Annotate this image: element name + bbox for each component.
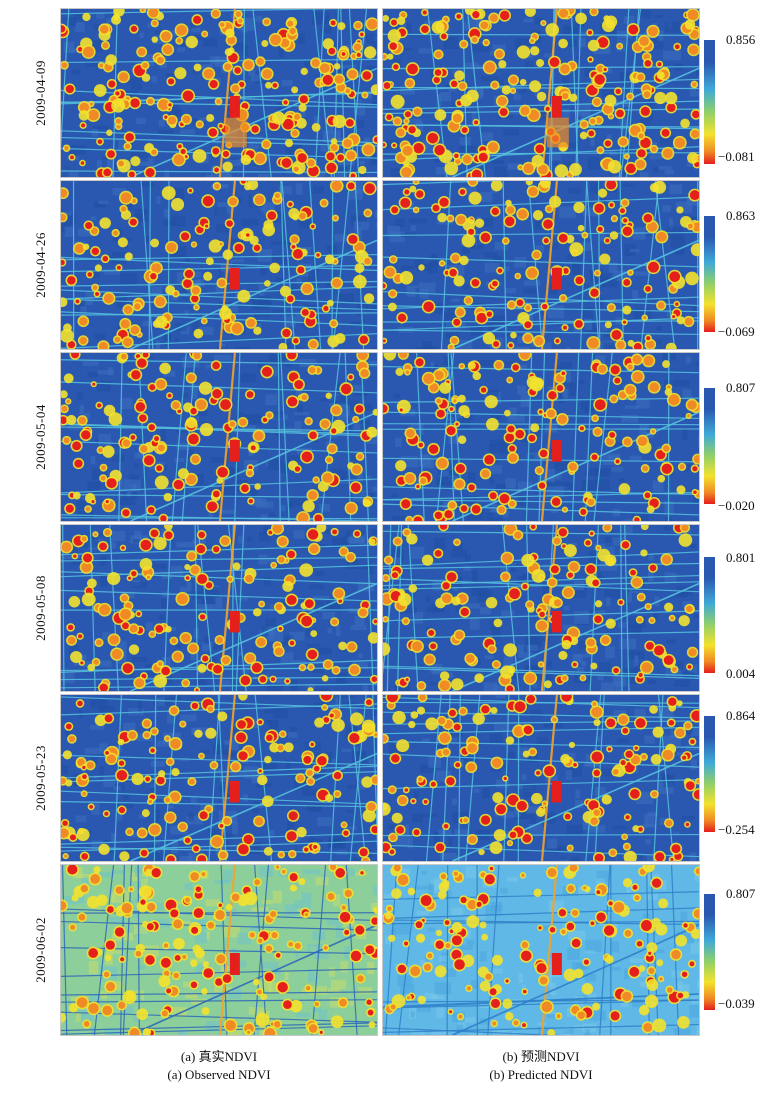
observed-caption: (a) 真实NDVI (a) Observed NDVI — [60, 1048, 378, 1084]
date-label: 2009-04-26 — [33, 232, 49, 298]
predicted-ndvi-map — [382, 180, 700, 350]
observed-ndvi-map — [60, 180, 378, 350]
colorbar — [704, 894, 715, 1010]
observed-ndvi-map — [60, 864, 378, 1036]
colorbar-min-label: −0.039 — [718, 996, 755, 1011]
predicted-ndvi-map — [382, 864, 700, 1036]
date-label: 2009-06-02 — [33, 917, 49, 983]
colorbar — [704, 40, 715, 164]
observed-ndvi-map — [60, 524, 378, 692]
predicted-ndvi-map — [382, 352, 700, 522]
colorbar-max-label: 0.807 — [726, 380, 756, 395]
date-label: 2009-05-04 — [33, 404, 49, 470]
date-label: 2009-05-08 — [33, 575, 49, 641]
predicted-ndvi-map — [382, 8, 700, 178]
observed-ndvi-map — [60, 694, 378, 862]
predicted-caption-cn: (b) 预测NDVI — [502, 1049, 580, 1064]
figure-row-2: 2009-05-04 0.807 −0.020 — [0, 352, 784, 522]
predicted-ndvi-map — [382, 694, 700, 862]
colorbar — [704, 216, 715, 332]
figure-row-0: 2009-04-09 0.856 −0.081 — [0, 8, 784, 178]
date-label: 2009-05-23 — [33, 745, 49, 811]
observed-caption-en: (a) Observed NDVI — [167, 1067, 271, 1082]
predicted-caption-en: (b) Predicted NDVI — [489, 1067, 593, 1082]
colorbar-min-label: −0.069 — [718, 324, 755, 339]
colorbar-max-label: 0.856 — [726, 32, 756, 47]
colorbar-max-label: 0.801 — [726, 550, 756, 565]
colorbar-max-label: 0.864 — [726, 708, 756, 723]
colorbar-min-label: 0.004 — [726, 666, 756, 681]
observed-ndvi-map — [60, 352, 378, 522]
predicted-ndvi-map — [382, 524, 700, 692]
colorbar-min-label: −0.020 — [718, 498, 755, 513]
date-label: 2009-04-09 — [33, 60, 49, 126]
colorbar-max-label: 0.807 — [726, 886, 756, 901]
observed-ndvi-map — [60, 8, 378, 178]
colorbar-min-label: −0.254 — [718, 822, 755, 837]
figure-row-5: 2009-06-02 0.807 −0.039 — [0, 864, 784, 1036]
colorbar — [704, 388, 715, 504]
colorbar-min-label: −0.081 — [718, 149, 755, 164]
colorbar-max-label: 0.863 — [726, 208, 756, 223]
observed-caption-cn: (a) 真实NDVI — [180, 1049, 258, 1064]
colorbar — [704, 557, 715, 673]
figure-row-4: 2009-05-23 0.864 −0.254 — [0, 694, 784, 862]
colorbar — [704, 716, 715, 832]
predicted-caption: (b) 预测NDVI (b) Predicted NDVI — [382, 1048, 700, 1084]
figure-row-3: 2009-05-08 0.801 0.004 — [0, 524, 784, 692]
figure-row-1: 2009-04-26 0.863 −0.069 — [0, 180, 784, 350]
